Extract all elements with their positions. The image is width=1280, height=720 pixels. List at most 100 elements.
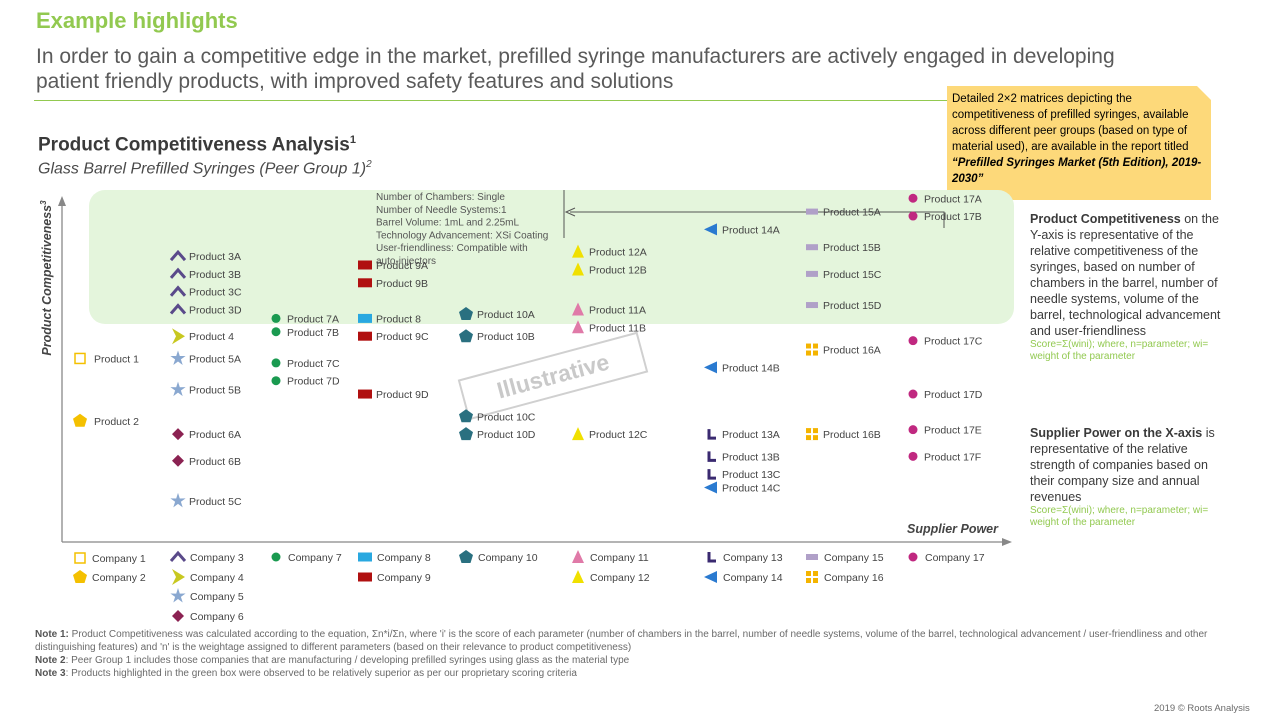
legend-marker-shape	[170, 588, 186, 603]
product-marker-shape	[169, 303, 187, 315]
y-axis-explanation: Product Competitiveness on the Y-axis is…	[1030, 211, 1222, 363]
product-marker	[271, 376, 281, 386]
x-axis-explanation: Supplier Power on the X-axis is represen…	[1030, 425, 1222, 529]
legend-marker	[169, 550, 187, 562]
product-marker-cross	[806, 343, 818, 356]
product-label: Product 17F	[924, 451, 981, 463]
callout-report-title: “Prefilled Syringes Market (5th Edition)…	[952, 157, 1202, 185]
product-label: Product 9B	[376, 278, 428, 290]
product-label: Product 3B	[189, 269, 241, 281]
annotation-arrowhead	[564, 207, 576, 217]
product-marker-shape	[572, 320, 584, 334]
legend-marker	[704, 571, 717, 583]
legend-marker	[572, 550, 584, 563]
product-marker-shape	[358, 278, 372, 288]
product-label: Product 12C	[589, 429, 648, 441]
x-axis-formula: Score=Σ(wini); where, n=parameter; wi= w…	[1030, 505, 1209, 528]
product-label: Product 14B	[722, 362, 780, 374]
y-axis-label: Product Competitiveness3	[39, 200, 54, 356]
product-marker-shape	[169, 249, 187, 262]
product-label: Product 14C	[722, 483, 781, 495]
product-marker-shape	[707, 451, 716, 462]
note-1: Note 1: Product Competitiveness was calc…	[35, 628, 1215, 654]
legend-label: Company 16	[824, 572, 884, 584]
product-marker	[707, 451, 716, 462]
product-marker-shape	[704, 481, 717, 494]
legend-label: Company 6	[190, 611, 244, 623]
product-marker	[172, 454, 184, 467]
note-3-text: : Products highlighted in the green box …	[65, 668, 577, 679]
product-marker-shape	[908, 451, 918, 461]
y-axis-explanation-heading: Product Competitiveness	[1030, 212, 1181, 226]
product-marker-shape	[908, 389, 918, 399]
product-marker-shape	[271, 376, 281, 386]
legend-label: Company 8	[377, 552, 431, 564]
product-marker-shape	[707, 469, 716, 480]
legend-marker-shape	[572, 570, 584, 583]
chart-subtitle-footnote: 2	[366, 159, 372, 170]
product-marker	[908, 425, 918, 435]
legend-label: Company 2	[92, 572, 146, 584]
note-1-label: Note 1:	[35, 629, 69, 640]
legend-marker-cross	[806, 571, 818, 583]
product-marker	[172, 328, 185, 345]
annotation-connector	[570, 211, 945, 228]
report-callout-text: Detailed 2×2 matrices depicting the comp…	[952, 91, 1204, 187]
product-marker	[704, 223, 717, 236]
product-marker	[459, 427, 473, 441]
product-marker	[170, 381, 186, 397]
product-marker	[271, 313, 281, 323]
product-marker-shape	[908, 425, 918, 435]
product-marker	[170, 492, 186, 508]
legend-marker	[707, 552, 716, 563]
product-marker	[170, 350, 186, 365]
product-marker	[358, 313, 372, 323]
product-marker-shape	[172, 328, 185, 345]
x-axis-label: Supplier Power	[907, 522, 999, 536]
legend-marker-shape	[271, 552, 281, 562]
product-marker	[459, 409, 473, 423]
note-3-label: Note 3	[35, 668, 66, 679]
product-marker-shape	[170, 350, 186, 365]
watermark: Illustrative	[457, 331, 649, 421]
legend-marker	[572, 570, 584, 583]
product-marker-shape	[358, 389, 372, 399]
product-marker-shape	[806, 302, 818, 309]
note-2-text: : Peer Group 1 includes those companies …	[65, 655, 630, 666]
legend-marker	[271, 552, 281, 562]
product-marker	[169, 267, 187, 279]
product-marker	[358, 278, 372, 288]
product-marker-shape	[73, 413, 87, 427]
product-marker-shape	[459, 409, 473, 423]
product-label: Product 5A	[189, 353, 241, 365]
product-marker-shape	[806, 270, 818, 277]
legend-label: Company 14	[723, 572, 783, 584]
legend-label: Company 9	[377, 572, 431, 584]
product-marker-shape	[908, 211, 918, 221]
product-label: Product 5C	[189, 496, 242, 508]
product-marker-shape	[271, 313, 281, 323]
product-marker	[908, 336, 918, 346]
y-axis-label-footnote: 3	[39, 200, 48, 205]
legend-label: Company 11	[590, 552, 649, 564]
product-marker	[704, 481, 717, 494]
legend-label: Company 4	[190, 572, 244, 584]
legend-marker	[908, 552, 918, 562]
legend-label: Company 7	[288, 552, 342, 564]
product-marker	[572, 427, 584, 441]
product-marker	[908, 211, 918, 221]
product-marker-shape	[908, 193, 918, 203]
product-marker	[806, 428, 818, 441]
product-label: Product 3C	[189, 287, 242, 299]
product-marker	[707, 469, 716, 480]
product-label: Product 3A	[189, 251, 241, 263]
legend-marker-shape	[572, 550, 584, 563]
product-marker	[572, 262, 584, 276]
note-1-text: Product Competitiveness was calculated a…	[35, 629, 1208, 653]
product-marker	[908, 389, 918, 399]
product-marker-shape	[74, 352, 86, 365]
x-axis-explanation-heading: Supplier Power on the X-axis	[1030, 426, 1203, 440]
product-label: Product 15D	[823, 300, 882, 312]
product-marker-shape	[169, 285, 187, 297]
